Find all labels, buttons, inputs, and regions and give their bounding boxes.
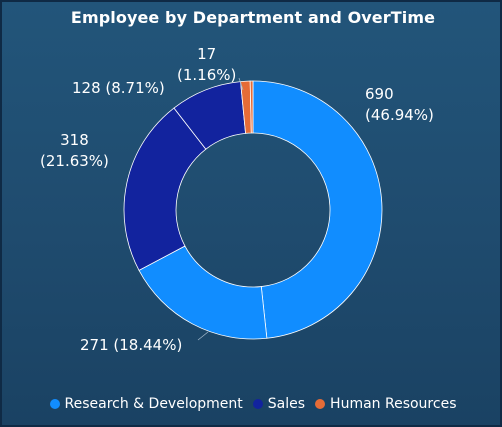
donut-slice-research-development-0[interactable] [252, 80, 383, 339]
legend-marker-sales [252, 399, 263, 409]
data-label-line: 318 [60, 131, 89, 149]
donut-slice-human-resources-5[interactable] [249, 80, 254, 134]
data-label-128: 128 (8.71%) [72, 78, 165, 99]
data-label-line: (46.94%) [365, 106, 434, 124]
legend-item-research-development[interactable]: Research & Development [49, 396, 243, 412]
leader-line-1 [197, 331, 209, 341]
legend-marker-human-resources [315, 399, 326, 409]
legend: Research & Development Sales Human Resou… [2, 396, 500, 412]
legend-item-human-resources[interactable]: Human Resources [315, 396, 456, 412]
legend-label-research-development: Research & Development [64, 396, 243, 412]
data-label-line: (1.16%) [177, 66, 237, 84]
legend-marker-research-development [49, 399, 60, 409]
donut-slice-sales-2[interactable] [123, 107, 207, 271]
legend-item-sales[interactable]: Sales [252, 396, 306, 412]
data-label-line: 128 (8.71%) [72, 79, 165, 97]
data-label-line: 17 [197, 45, 217, 63]
data-label-17: 17 (1.16%) [177, 44, 236, 86]
data-label-690: 690 (46.94%) [365, 84, 434, 126]
legend-label-sales: Sales [267, 396, 306, 412]
data-label-271: 271 (18.44%) [80, 335, 182, 356]
data-label-line: 690 [365, 85, 394, 103]
data-label-line: 271 (18.44%) [80, 336, 183, 354]
data-label-line: (21.63%) [40, 152, 109, 170]
chart-title: Employee by Department and OverTime [70, 8, 436, 27]
data-label-318: 318 (21.63%) [40, 130, 109, 172]
leader-line-0 [238, 77, 244, 91]
legend-label-human-resources: Human Resources [330, 396, 457, 412]
